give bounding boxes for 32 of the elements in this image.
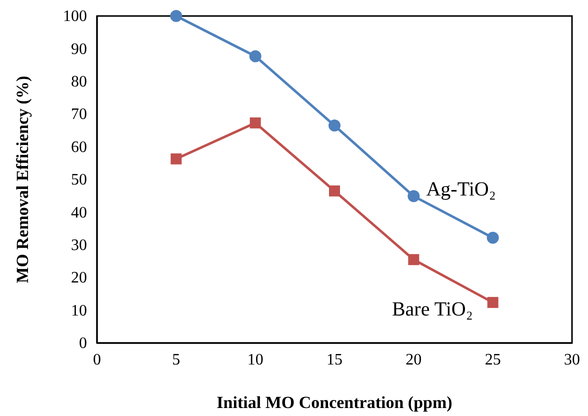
y-tick-label: 90: [71, 40, 87, 58]
y-tick-label: 80: [71, 74, 87, 91]
x-tick-label: 5: [172, 351, 180, 368]
y-tick-label: 10: [71, 302, 87, 320]
y-tick-label: 40: [71, 204, 87, 222]
y-tick-label: 50: [71, 172, 87, 189]
point: [170, 153, 182, 164]
x-axis-title: Initial MO Concentration (ppm): [216, 393, 452, 412]
y-tick-label: 30: [71, 237, 87, 254]
point: [408, 190, 420, 202]
x-tick-label: 30: [564, 351, 580, 368]
point: [486, 232, 499, 244]
x-tick-label: 10: [247, 351, 264, 368]
y-tick-label: 100: [63, 8, 87, 26]
point: [487, 296, 498, 308]
x-tick-label: 25: [484, 351, 501, 368]
point: [328, 120, 340, 132]
y-tick-label: 70: [71, 106, 87, 124]
series-label: Ag-TiO₂: [426, 178, 496, 201]
point: [249, 50, 262, 62]
y-axis-title: MO Removal Efficiency (%): [13, 76, 32, 284]
point: [408, 254, 420, 266]
x-tick-label: 20: [406, 351, 422, 368]
point: [250, 117, 261, 128]
y-tick-label: 20: [71, 270, 87, 287]
x-tick-label: 0: [93, 351, 101, 368]
y-tick-label: 0: [79, 335, 87, 352]
point: [329, 185, 340, 196]
series-label: Bare TiO₂: [392, 298, 473, 320]
point: [170, 10, 182, 22]
x-tick-label: 15: [326, 351, 342, 368]
y-tick-label: 60: [71, 138, 87, 156]
